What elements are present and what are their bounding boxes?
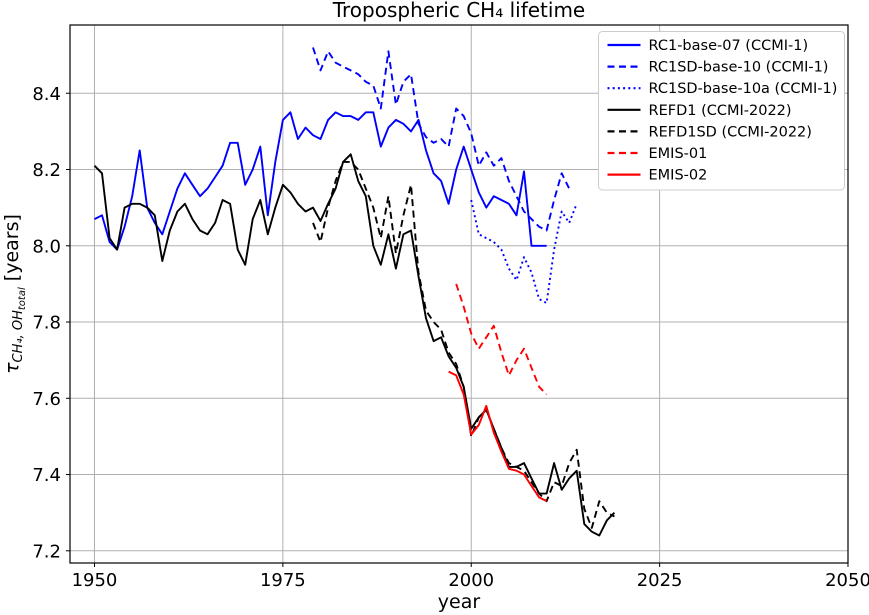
y-label-units: [years] bbox=[1, 214, 23, 287]
legend-item: RC1SD-base-10 (CCMI-1) bbox=[607, 60, 829, 76]
legend-label: RC1SD-base-10a (CCMI-1) bbox=[649, 81, 838, 97]
legend-box bbox=[598, 31, 845, 191]
legend-label: RC1SD-base-10 (CCMI-1) bbox=[649, 60, 829, 76]
x-axis-label: year bbox=[438, 591, 481, 613]
legend-item: REFD1 (CCMI-2022) bbox=[607, 103, 792, 119]
y-tick-label: 7.4 bbox=[32, 465, 61, 486]
x-tick-label: 2050 bbox=[825, 570, 869, 591]
axes bbox=[66, 24, 849, 567]
legend-item: EMIS-01 bbox=[607, 146, 708, 162]
data-series bbox=[93, 47, 616, 537]
x-tick-label: 2025 bbox=[637, 570, 683, 591]
tick-labels: 1950 1975 2000 2025 2050 7.2 7.4 7.6 7.8 8.0 8.2 8.… bbox=[32, 84, 869, 591]
y-label-subsubscript: total bbox=[17, 287, 28, 310]
plot-border bbox=[69, 24, 849, 564]
legend-item: EMIS-02 bbox=[607, 168, 708, 184]
y-label-subscript: CH₄, OH bbox=[11, 310, 26, 363]
x-tick-label: 1975 bbox=[260, 570, 306, 591]
series-line-rc1-base-07-ccmi-1- bbox=[94, 111, 547, 251]
y-tick-label: 7.2 bbox=[32, 541, 61, 562]
y-tick-label: 8.4 bbox=[32, 84, 61, 105]
x-tick-label: 2000 bbox=[448, 570, 494, 591]
series-line-rc1sd-base-10-ccmi-1- bbox=[312, 47, 571, 232]
legend-label: RC1-base-07 (CCMI-1) bbox=[649, 38, 809, 54]
legend-label: REFD1 (CCMI-2022) bbox=[649, 103, 792, 119]
series-line-refd1sd-ccmi-2022- bbox=[312, 160, 615, 529]
y-label-tau: τ bbox=[1, 362, 23, 374]
series-line-emis-02 bbox=[448, 370, 548, 503]
chart-title: Tropospheric CH₄ lifetime bbox=[332, 0, 585, 22]
legend-item: RC1-base-07 (CCMI-1) bbox=[607, 38, 809, 54]
y-axis-label: τCH₄, OHtotal [years] bbox=[1, 214, 28, 374]
y-tick-label: 7.6 bbox=[32, 389, 61, 410]
series-line-rc1sd-base-10a-ccmi-1- bbox=[470, 199, 578, 304]
x-tick-label: 1950 bbox=[72, 570, 118, 591]
y-tick-label: 8.2 bbox=[32, 160, 61, 181]
legend-label: EMIS-02 bbox=[649, 168, 708, 184]
series-line-emis-01 bbox=[455, 283, 548, 396]
legend-label: EMIS-01 bbox=[649, 146, 708, 162]
legend-item: REFD1SD (CCMI-2022) bbox=[607, 124, 812, 140]
legend: RC1-base-07 (CCMI-1) RC1SD-base-10 (CCMI-… bbox=[598, 31, 845, 191]
legend-label: REFD1SD (CCMI-2022) bbox=[649, 124, 812, 140]
y-tick-label: 8.0 bbox=[32, 236, 61, 257]
series-line-refd1-ccmi-2022- bbox=[93, 153, 616, 537]
y-tick-label: 7.8 bbox=[32, 313, 61, 334]
legend-item: RC1SD-base-10a (CCMI-1) bbox=[607, 81, 838, 97]
